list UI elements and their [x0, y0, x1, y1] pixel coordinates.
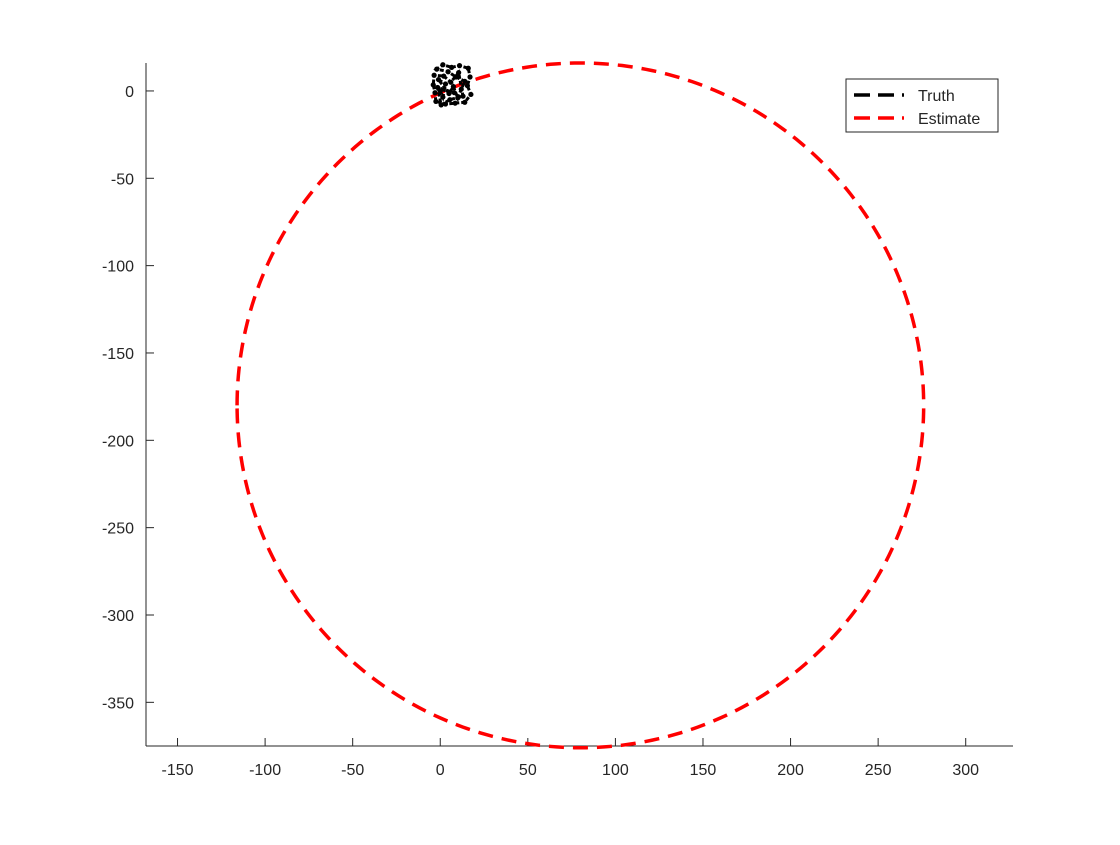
- series-truth-point: [438, 102, 444, 108]
- series-truth-point: [440, 62, 446, 68]
- x-tick-label: 100: [602, 762, 629, 779]
- series-truth-point: [451, 90, 457, 96]
- series-truth-point: [462, 78, 468, 84]
- y-tick-label: -50: [111, 171, 134, 188]
- series-truth-point: [456, 70, 462, 76]
- series-truth-point: [433, 98, 439, 105]
- series-truth-point: [462, 99, 468, 105]
- series-truth-point: [455, 95, 461, 101]
- series-truth-point: [460, 93, 466, 99]
- axes: -150 -100 -50 0 50 100 150 200 250 300 0 -50 -100 -15…: [102, 63, 1013, 779]
- series-truth-point: [441, 73, 447, 79]
- series-truth-point: [430, 82, 436, 88]
- series-truth-point: [456, 63, 463, 69]
- x-tick-label: 150: [690, 762, 717, 779]
- series-truth-point: [467, 74, 473, 80]
- x-tick-label: 50: [519, 762, 537, 779]
- series-truth-point: [449, 64, 455, 70]
- x-tick-label: -50: [341, 762, 364, 779]
- y-tick-label: -300: [102, 608, 134, 625]
- series-truth-point: [432, 90, 438, 96]
- series-truth-point: [464, 83, 471, 89]
- legend-label-estimate: Estimate: [918, 111, 980, 128]
- series-truth-point: [453, 74, 459, 80]
- y-tick-label: -350: [102, 695, 134, 712]
- x-tick-label: 250: [865, 762, 892, 779]
- y-tick-label: -250: [102, 521, 134, 538]
- series-truth-point: [440, 94, 446, 100]
- legend-box: [845, 78, 999, 133]
- series-truth-point: [446, 90, 452, 97]
- x-tick-label: 200: [777, 762, 804, 779]
- legend-label-truth: Truth: [918, 88, 955, 105]
- x-tick-label: -150: [162, 762, 194, 779]
- series-truth-point: [468, 91, 474, 98]
- series-truth-point: [435, 84, 441, 91]
- series-truth-point: [431, 72, 437, 78]
- x-tick-label: 0: [436, 762, 445, 779]
- x-tick-label: -100: [249, 762, 281, 779]
- x-tick-label: 300: [952, 762, 979, 779]
- series-truth-point: [448, 79, 454, 85]
- y-tick-label: -150: [102, 346, 134, 363]
- series-truth-point: [445, 69, 451, 75]
- y-tick-label: 0: [125, 84, 134, 101]
- plot-area: [235, 61, 926, 750]
- series-estimate-line: [235, 61, 926, 750]
- series-truth-point: [465, 65, 471, 71]
- series-truth-point: [447, 97, 453, 103]
- series-truth-point: [452, 100, 458, 106]
- series-truth-point: [450, 83, 456, 90]
- y-tick-label: -100: [102, 259, 134, 276]
- legend: Truth Estimate: [845, 78, 999, 133]
- series-truth-point: [434, 66, 440, 72]
- series-truth-point: [458, 86, 464, 92]
- series-truth-point: [435, 76, 442, 83]
- series-truth-point: [442, 81, 449, 87]
- y-tick-label: -200: [102, 433, 134, 450]
- series-truth-point: [442, 101, 449, 107]
